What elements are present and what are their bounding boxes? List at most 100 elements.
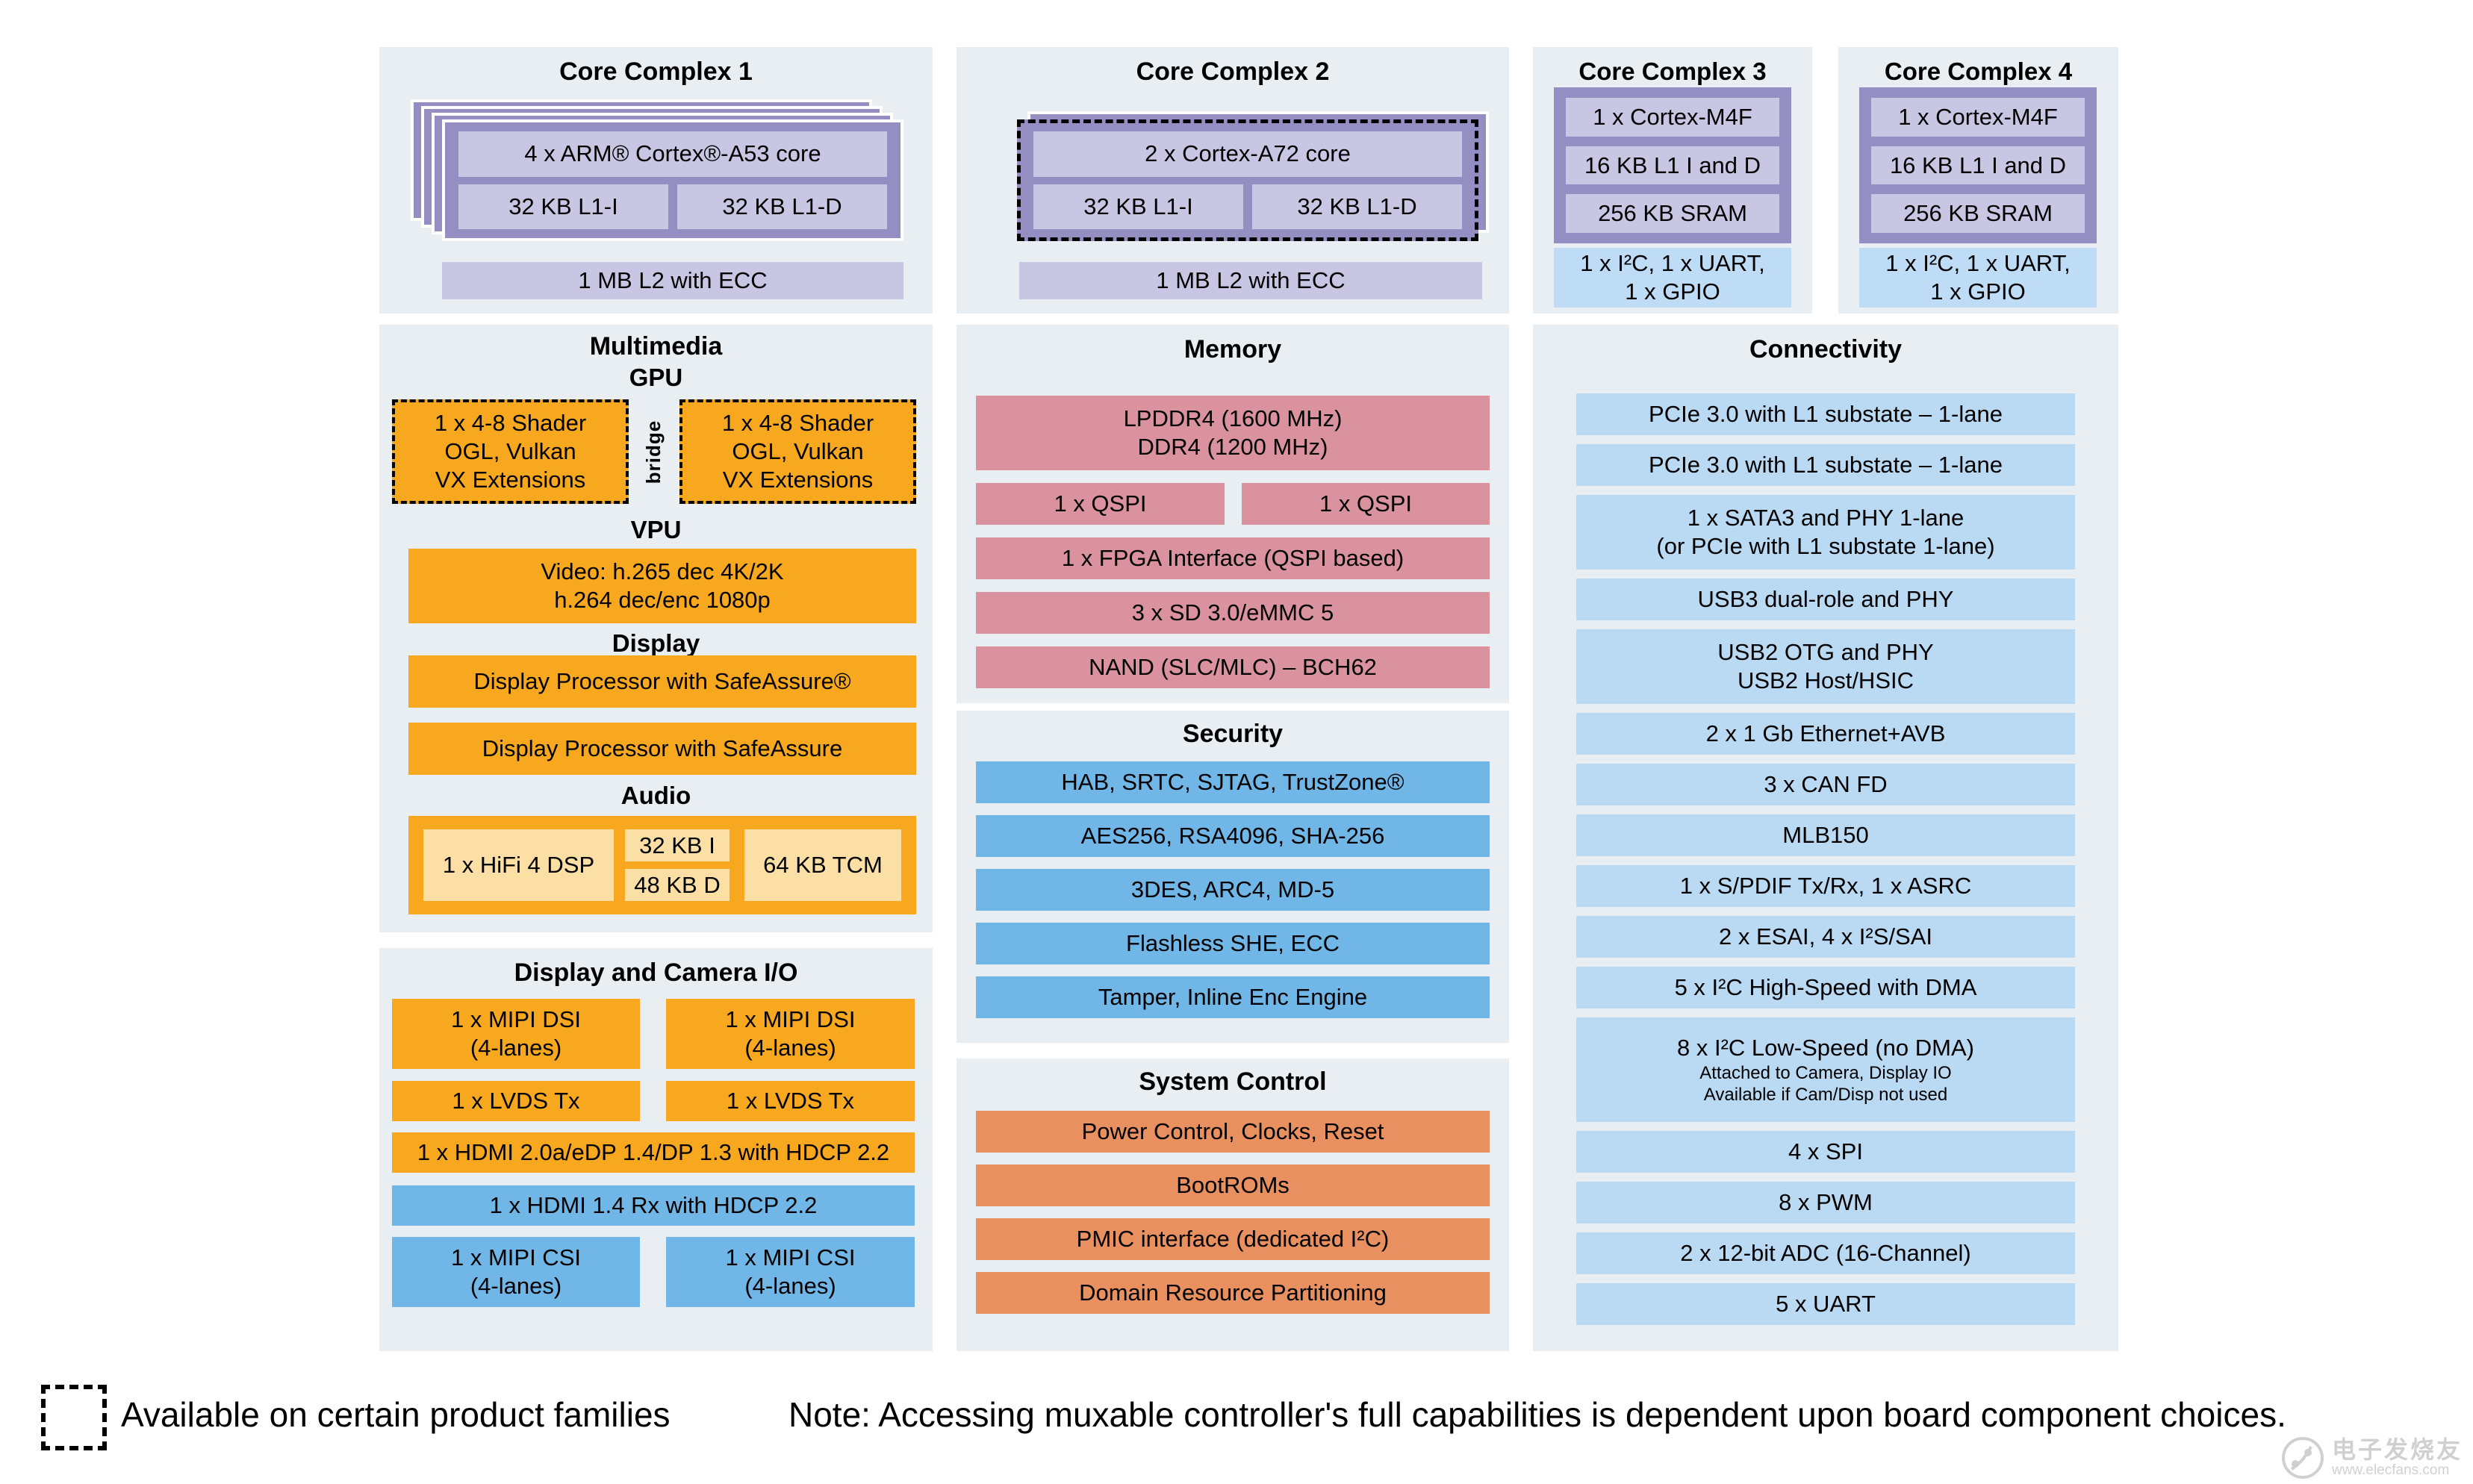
lvds-tx-box-2: 1 x LVDS Tx (666, 1081, 915, 1121)
security-rows: HAB, SRTC, SJTAG, TrustZone® AES256, RSA… (976, 761, 1490, 1018)
i2c-high-speed-box: 5 x I²C High-Speed with DMA (1576, 967, 2075, 1008)
panel-core-complex-2: Core Complex 2 2 x Cortex-A72 core 32 KB… (956, 47, 1509, 314)
qspi-box-1: 1 x QSPI (976, 483, 1225, 525)
legend-dashed-box (41, 1385, 107, 1450)
mipi-csi-box-1: 1 x MIPI CSI (4-lanes) (392, 1237, 640, 1307)
multimedia-title: Multimedia (589, 332, 723, 361)
can-fd-box: 3 x CAN FD (1576, 764, 2075, 805)
watermark-name: 电子发烧友 (2331, 1436, 2463, 1463)
display-label: Display (612, 629, 700, 657)
cpu-cluster-card-optional: 2 x Cortex-A72 core 32 KB L1-I 32 KB L1-… (1017, 119, 1478, 241)
l1i-cache-box: 32 KB L1-I (1033, 184, 1243, 229)
sd-emmc-box: 3 x SD 3.0/eMMC 5 (976, 592, 1490, 634)
display-camera-io-title: Display and Camera I/O (514, 958, 798, 987)
nand-box: NAND (SLC/MLC) – BCH62 (976, 646, 1490, 688)
i2c-low-speed-sub: Attached to Camera, Display IO Available… (1699, 1063, 1952, 1105)
usb3-box: USB3 dual-role and PHY (1576, 579, 2075, 620)
audio-label: Audio (620, 782, 691, 809)
footer-note: Note: Accessing muxable controller's ful… (788, 1395, 2286, 1434)
gpu-shader-box-2: 1 x 4-8 Shader OGL, Vulkan VX Extensions (679, 399, 916, 504)
mipi-csi-box-2: 1 x MIPI CSI (4-lanes) (666, 1237, 915, 1307)
panel-core-complex-3: Core Complex 3 1 x Cortex-M4F 16 KB L1 I… (1533, 47, 1812, 314)
l1d-cache-box: 32 KB L1-D (1252, 184, 1462, 229)
adc-box: 2 x 12-bit ADC (16-Channel) (1576, 1232, 2075, 1274)
panel-system-control: System Control Power Control, Clocks, Re… (956, 1059, 1509, 1351)
cpu-core-box: 2 x Cortex-A72 core (1033, 131, 1462, 177)
ddr-box: LPDDR4 (1600 MHz) DDR4 (1200 MHz) (976, 396, 1490, 470)
spdif-asrc-box: 1 x S/PDIF Tx/Rx, 1 x ASRC (1576, 865, 2075, 907)
system-control-row: PMIC interface (dedicated I²C) (976, 1218, 1490, 1260)
gpu-shader-box-1: 1 x 4-8 Shader OGL, Vulkan VX Extensions (392, 399, 629, 504)
legend-label: Available on certain product families (121, 1395, 671, 1434)
system-control-row: BootROMs (976, 1165, 1490, 1206)
l2-cache-box: 1 MB L2 with ECC (442, 262, 903, 299)
connectivity-rows: PCIe 3.0 with L1 substate – 1-lane PCIe … (1576, 393, 2075, 1325)
core-complex-2-stack: 2 x Cortex-A72 core 32 KB L1-I 32 KB L1-… (1017, 111, 1489, 241)
esai-sai-box: 2 x ESAI, 4 x I²S/SAI (1576, 916, 2075, 958)
qspi-box-2: 1 x QSPI (1242, 483, 1490, 525)
gpu-bridge: bridge (629, 399, 679, 504)
audio-dsp-box: 1 x HiFi 4 DSP (423, 829, 614, 901)
l1d-cache-box: 32 KB L1-D (677, 184, 887, 229)
panel-display-camera-io: Display and Camera I/O 1 x MIPI DSI (4-l… (379, 948, 933, 1351)
security-row: AES256, RSA4096, SHA-256 (976, 815, 1490, 857)
security-row: HAB, SRTC, SJTAG, TrustZone® (976, 761, 1490, 803)
audio-tcm-box: 64 KB TCM (744, 829, 901, 901)
pcie-box-1: PCIe 3.0 with L1 substate – 1-lane (1576, 393, 2075, 435)
mcu-core-box: 1 x Cortex-M4F (1566, 98, 1779, 137)
system-control-rows: Power Control, Clocks, Reset BootROMs PM… (976, 1111, 1490, 1314)
display-processor-box-1: Display Processor with SafeAssure® (408, 655, 916, 708)
mcu-sram-box: 256 KB SRAM (1871, 194, 2085, 234)
mcu-l1-box: 16 KB L1 I and D (1871, 146, 2085, 185)
panel-connectivity: Connectivity PCIe 3.0 with L1 substate –… (1533, 325, 2118, 1351)
system-control-title: System Control (1139, 1067, 1327, 1096)
mcu-card: 1 x Cortex-M4F 16 KB L1 I and D 256 KB S… (1554, 87, 1791, 243)
system-control-row: Power Control, Clocks, Reset (976, 1111, 1490, 1153)
panel-core-complex-1: Core Complex 1 4 x ARM® Cortex®-A53 core… (379, 47, 933, 314)
cpu-core-box: 4 x ARM® Cortex®-A53 core (458, 131, 887, 177)
watermark-text: 电子发烧友 www.elecfans.com (2332, 1437, 2463, 1479)
core-complex-4-title: Core Complex 4 (1884, 57, 2073, 85)
pcie-box-2: PCIe 3.0 with L1 substate – 1-lane (1576, 444, 2075, 486)
hdmi-tx-box: 1 x HDMI 2.0a/eDP 1.4/DP 1.3 with HDCP 2… (392, 1132, 915, 1173)
mlb150-box: MLB150 (1576, 814, 2075, 856)
security-row: Flashless SHE, ECC (976, 923, 1490, 964)
audio-dmem-box: 48 KB D (625, 869, 730, 901)
mcu-card: 1 x Cortex-M4F 16 KB L1 I and D 256 KB S… (1859, 87, 2097, 243)
l2-cache-box: 1 MB L2 with ECC (1019, 262, 1482, 299)
gpu-label: GPU (629, 364, 683, 391)
sata-box: 1 x SATA3 and PHY 1-lane (or PCIe with L… (1576, 495, 2075, 570)
fpga-interface-box: 1 x FPGA Interface (QSPI based) (976, 537, 1490, 579)
vpu-label: VPU (630, 516, 682, 543)
display-processor-box-2: Display Processor with SafeAssure (408, 723, 916, 775)
security-row: 3DES, ARC4, MD-5 (976, 869, 1490, 911)
system-control-row: Domain Resource Partitioning (976, 1272, 1490, 1314)
l1i-cache-box: 32 KB L1-I (458, 184, 668, 229)
panel-core-complex-4: Core Complex 4 1 x Cortex-M4F 16 KB L1 I… (1838, 47, 2118, 314)
spi-box: 4 x SPI (1576, 1131, 2075, 1173)
panel-multimedia: Multimedia GPU 1 x 4-8 Shader OGL, Vulka… (379, 325, 933, 932)
mcu-sram-box: 256 KB SRAM (1566, 194, 1779, 234)
audio-imem-box: 32 KB I (625, 829, 730, 861)
audio-container: 1 x HiFi 4 DSP 32 KB I 48 KB D 64 KB TCM (408, 816, 916, 914)
mcu-io-box: 1 x I²C, 1 x UART, 1 x GPIO (1859, 248, 2097, 308)
watermark: 电子发烧友 www.elecfans.com (2281, 1436, 2463, 1480)
vpu-box: Video: h.265 dec 4K/2K h.264 dec/enc 108… (408, 549, 916, 623)
mcu-io-box: 1 x I²C, 1 x UART, 1 x GPIO (1554, 248, 1791, 308)
core-complex-1-title: Core Complex 1 (559, 57, 753, 86)
core-complex-2-title: Core Complex 2 (1136, 57, 1330, 86)
mipi-dsi-box-1: 1 x MIPI DSI (4-lanes) (392, 999, 640, 1069)
panel-memory: Memory LPDDR4 (1600 MHz) DDR4 (1200 MHz)… (956, 325, 1509, 703)
hdmi-rx-box: 1 x HDMI 1.4 Rx with HDCP 2.2 (392, 1185, 915, 1226)
bridge-label: bridge (642, 420, 665, 484)
uart-box: 5 x UART (1576, 1283, 2075, 1325)
i2c-low-speed-main: 8 x I²C Low-Speed (no DMA) (1677, 1035, 1974, 1061)
i2c-low-speed-box: 8 x I²C Low-Speed (no DMA) Attached to C… (1576, 1017, 2075, 1122)
ethernet-box: 2 x 1 Gb Ethernet+AVB (1576, 713, 2075, 755)
memory-rows: LPDDR4 (1600 MHz) DDR4 (1200 MHz) 1 x QS… (976, 396, 1490, 688)
l1-cache-row: 32 KB L1-I 32 KB L1-D (1033, 184, 1462, 229)
cpu-cluster-card: 4 x ARM® Cortex®-A53 core 32 KB L1-I 32 … (442, 119, 903, 241)
watermark-logo-icon (2281, 1437, 2324, 1479)
mcu-core-box: 1 x Cortex-M4F (1871, 98, 2085, 137)
